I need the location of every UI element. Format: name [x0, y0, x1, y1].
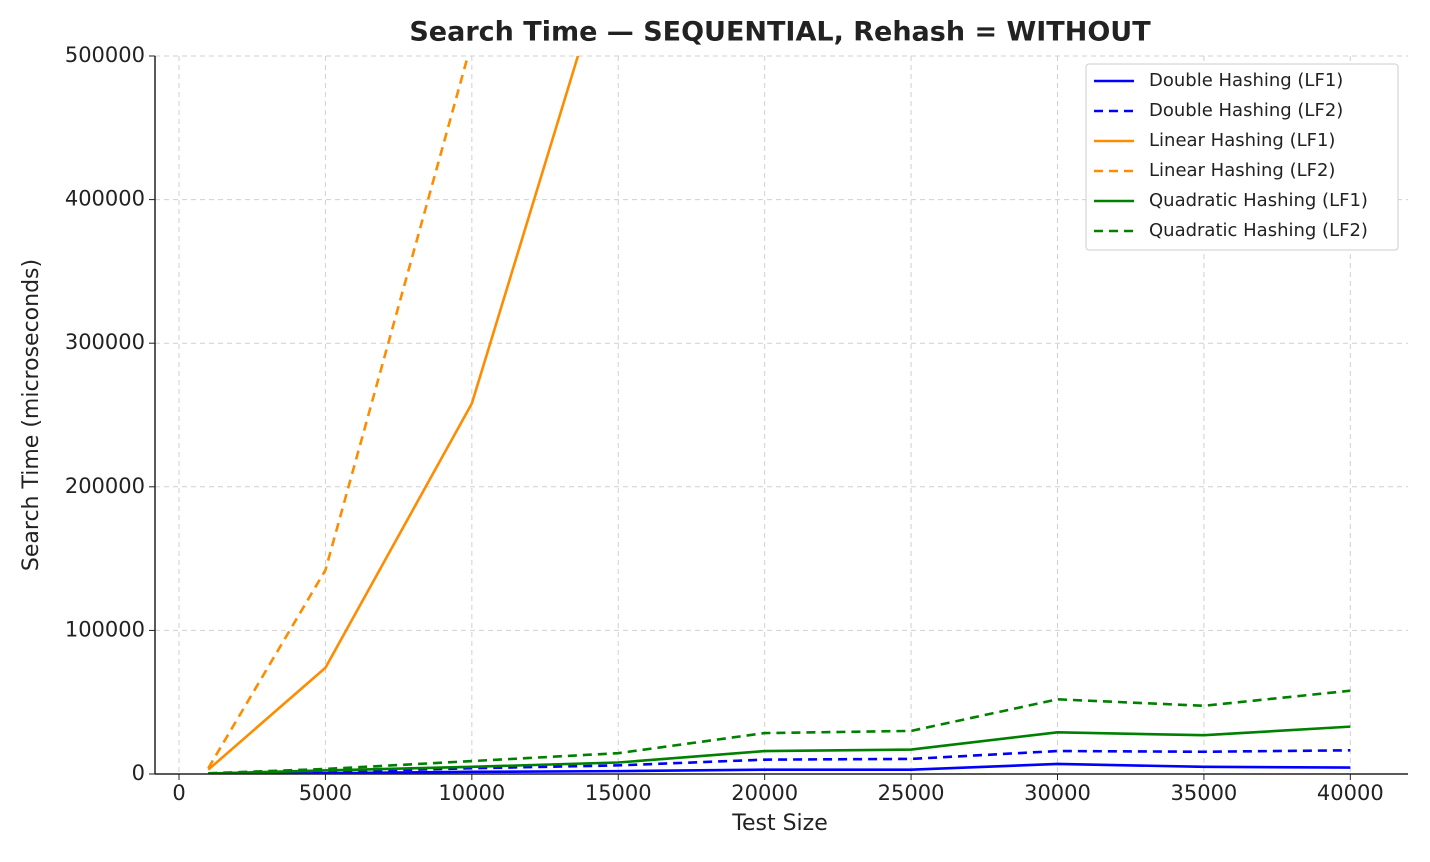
- x-tick-label: 40000: [1317, 781, 1384, 805]
- y-tick-label: 200000: [65, 474, 145, 498]
- series-line: [207, 56, 580, 771]
- x-tick-label: 0: [172, 781, 185, 805]
- x-tick-label: 5000: [299, 781, 352, 805]
- legend-label: Quadratic Hashing (LF2): [1149, 220, 1368, 241]
- series-line: [208, 689, 1351, 774]
- plot-area: [207, 56, 1351, 774]
- legend-box: [1085, 63, 1399, 251]
- legend-label: Linear Hashing (LF1): [1149, 130, 1335, 151]
- chart-title: Search Time — SEQUENTIAL, Rehash = WITHO…: [409, 17, 1151, 48]
- x-tick-label: 20000: [731, 781, 798, 805]
- x-tick-label: 35000: [1170, 781, 1237, 805]
- x-tick-label: 15000: [585, 781, 652, 805]
- legend-label: Double Hashing (LF2): [1149, 100, 1343, 121]
- x-tick-label: 25000: [878, 781, 945, 805]
- legend-label: Quadratic Hashing (LF1): [1149, 190, 1368, 211]
- y-axis-label: Search Time (microseconds): [19, 259, 44, 571]
- legend: Double Hashing (LF1) Double Hashing (LF2)…: [1085, 63, 1399, 251]
- x-axis-label: Test Size: [731, 811, 827, 836]
- y-tick-label: 500000: [65, 43, 145, 67]
- series-line: [208, 762, 1351, 774]
- y-tick-label: 400000: [65, 187, 145, 211]
- y-tick-label: 100000: [65, 617, 145, 641]
- x-tick-label: 30000: [1024, 781, 1091, 805]
- legend-label: Linear Hashing (LF2): [1149, 160, 1335, 181]
- series-line: [208, 749, 1351, 774]
- y-tick-label: 0: [132, 761, 145, 785]
- y-tick-label: 300000: [65, 330, 145, 354]
- x-tick-label: 10000: [438, 781, 505, 805]
- series-line: [208, 725, 1351, 774]
- legend-label: Double Hashing (LF1): [1149, 70, 1343, 91]
- series-line: [207, 56, 470, 769]
